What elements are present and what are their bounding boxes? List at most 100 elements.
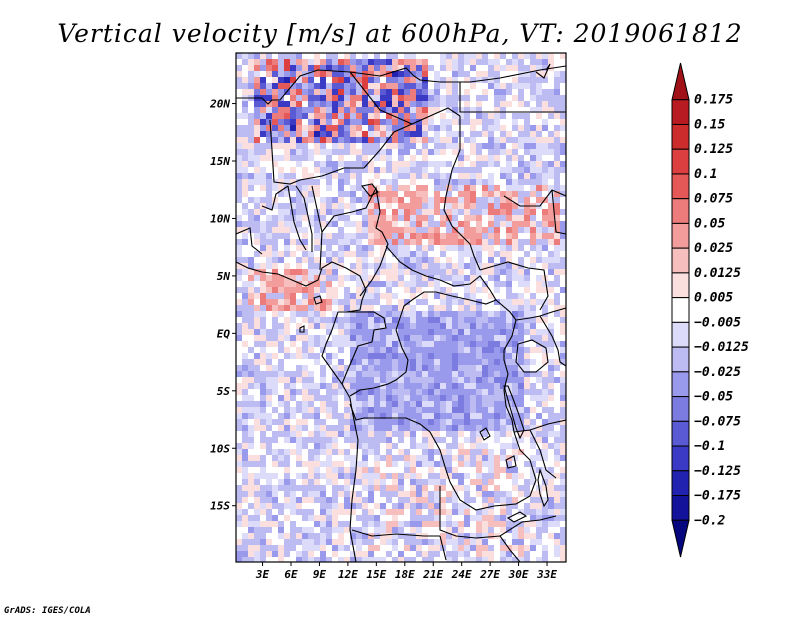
field-cell — [338, 365, 344, 371]
field-cell — [290, 101, 296, 107]
field-cell — [260, 83, 266, 89]
field-cell — [482, 227, 488, 233]
field-cell — [506, 371, 512, 377]
field-cell — [242, 119, 248, 125]
field-cell — [506, 473, 512, 479]
field-cell — [512, 467, 518, 473]
field-cell — [536, 155, 542, 161]
field-cell — [368, 143, 374, 149]
field-cell — [446, 431, 452, 437]
field-cell — [482, 479, 488, 485]
border-sahara-north — [236, 65, 566, 105]
field-cell — [344, 155, 350, 161]
field-cell — [500, 533, 506, 539]
field-cell — [440, 89, 446, 95]
field-cell — [428, 467, 434, 473]
field-cell — [404, 341, 410, 347]
field-cell — [278, 197, 284, 203]
field-cell — [446, 389, 452, 395]
field-cell — [350, 479, 356, 485]
field-cell — [332, 467, 338, 473]
field-cell — [368, 209, 374, 215]
field-cell — [536, 143, 542, 149]
field-cell — [428, 521, 434, 527]
field-cell — [488, 143, 494, 149]
field-cell — [314, 545, 320, 551]
field-cell — [302, 83, 308, 89]
field-cell — [344, 125, 350, 131]
field-cell — [326, 107, 332, 113]
field-cell — [242, 179, 248, 185]
field-cell — [392, 449, 398, 455]
field-cell — [236, 473, 242, 479]
field-cell — [368, 125, 374, 131]
field-cell — [422, 383, 428, 389]
field-cell — [500, 485, 506, 491]
field-cell — [272, 341, 278, 347]
field-cell — [452, 353, 458, 359]
field-cell — [434, 551, 440, 557]
field-cell — [506, 557, 512, 562]
field-cell — [344, 107, 350, 113]
field-cell — [302, 185, 308, 191]
field-cell — [392, 359, 398, 365]
field-cell — [242, 155, 248, 161]
field-cell — [428, 497, 434, 503]
field-cell — [290, 323, 296, 329]
field-cell — [248, 209, 254, 215]
field-cell — [548, 113, 554, 119]
field-cell — [410, 329, 416, 335]
field-cell — [344, 425, 350, 431]
field-cell — [506, 305, 512, 311]
field-cell — [530, 413, 536, 419]
field-cell — [386, 401, 392, 407]
field-cell — [290, 449, 296, 455]
field-cell — [368, 551, 374, 557]
field-cell — [332, 551, 338, 557]
field-cell — [416, 311, 422, 317]
field-cell — [524, 461, 530, 467]
field-cell — [260, 59, 266, 65]
field-cell — [374, 275, 380, 281]
field-cell — [428, 557, 434, 562]
field-cell — [392, 527, 398, 533]
field-cell — [260, 101, 266, 107]
field-cell — [314, 125, 320, 131]
field-cell — [440, 263, 446, 269]
field-cell — [356, 185, 362, 191]
field-cell — [308, 149, 314, 155]
field-cell — [290, 503, 296, 509]
field-cell — [542, 497, 548, 503]
field-cell — [518, 443, 524, 449]
field-cell — [560, 545, 566, 551]
field-cell — [422, 341, 428, 347]
field-cell — [236, 485, 242, 491]
field-cell — [560, 281, 566, 287]
field-cell — [488, 371, 494, 377]
field-cell — [296, 425, 302, 431]
field-cell — [494, 323, 500, 329]
field-cell — [524, 431, 530, 437]
field-cell — [464, 443, 470, 449]
field-cell — [542, 269, 548, 275]
field-cell — [398, 443, 404, 449]
field-cell — [446, 293, 452, 299]
field-cell — [374, 467, 380, 473]
field-cell — [434, 257, 440, 263]
field-cell — [560, 179, 566, 185]
field-cell — [446, 479, 452, 485]
field-cell — [254, 221, 260, 227]
field-cell — [242, 503, 248, 509]
field-cell — [374, 293, 380, 299]
field-cell — [314, 257, 320, 263]
border-west-african-states — [236, 185, 323, 255]
field-cell — [254, 539, 260, 545]
field-cell — [506, 107, 512, 113]
field-cell — [314, 419, 320, 425]
field-cell — [416, 449, 422, 455]
x-tick-label: 3E — [255, 568, 270, 581]
field-cell — [302, 293, 308, 299]
field-cell — [476, 221, 482, 227]
field-cell — [422, 395, 428, 401]
field-cell — [392, 137, 398, 143]
